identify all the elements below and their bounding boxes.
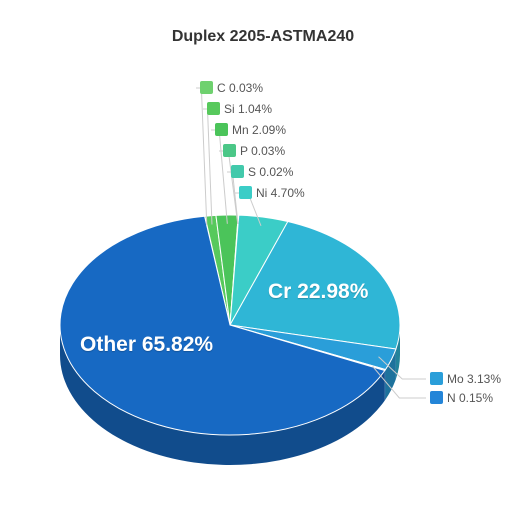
legend-label-n: N 0.15% [447,391,493,405]
legend-label-mn: Mn 2.09% [232,123,286,137]
swatch-p [223,144,236,157]
swatch-n [430,391,443,404]
swatch-si [207,102,220,115]
legend-label-p: P 0.03% [240,144,285,158]
swatch-ni [239,186,252,199]
chart-title: Duplex 2205-ASTMA240 [0,0,526,46]
legend-label-ni: Ni 4.70% [256,186,305,200]
pie-label-cr: Cr 22.98% [268,280,368,304]
legend-ni: Ni 4.70% [239,185,305,200]
pie-label-other: Other 65.82% [80,333,213,357]
legend-c: C 0.03% [200,80,263,95]
pie-chart: Other 65.82% Cr 22.98% C 0.03% Si 1.04% Mn 2… [0,75,526,505]
legend-mo: Mo 3.13% [430,371,501,386]
swatch-c [200,81,213,94]
swatch-mo [430,372,443,385]
legend-s: S 0.02% [231,164,293,179]
legend-p: P 0.03% [223,143,285,158]
swatch-s [231,165,244,178]
legend-n: N 0.15% [430,390,493,405]
legend-label-s: S 0.02% [248,165,293,179]
pie-side-n [385,370,386,401]
swatch-mn [215,123,228,136]
legend-label-mo: Mo 3.13% [447,372,501,386]
pie-svg [0,75,526,505]
legend-mn: Mn 2.09% [215,122,286,137]
legend-si: Si 1.04% [207,101,272,116]
legend-label-si: Si 1.04% [224,102,272,116]
legend-label-c: C 0.03% [217,81,263,95]
